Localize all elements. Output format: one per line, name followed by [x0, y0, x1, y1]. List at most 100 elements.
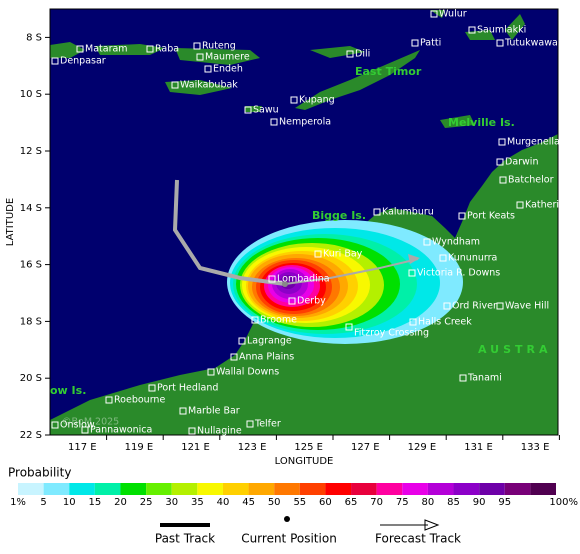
x-tick-label: 127 E	[351, 442, 380, 453]
legend-label: 70	[370, 497, 383, 508]
x-axis-label: LONGITUDE	[275, 456, 334, 467]
place-marker	[439, 254, 447, 262]
legend-label: 35	[191, 497, 204, 508]
legend-label: 15	[88, 497, 101, 508]
legend-swatch	[43, 483, 70, 495]
x-tick-label: 121 E	[181, 442, 210, 453]
place-label: Sawu	[253, 105, 279, 116]
place-label: Fitzroy Crossing	[354, 328, 429, 339]
place-label: Onslow	[60, 420, 95, 431]
y-tick-label: 18 S	[20, 316, 42, 327]
place-label: Katherine	[525, 200, 571, 211]
legend-label: 60	[319, 497, 332, 508]
place-marker	[498, 138, 506, 146]
place-label: Raba	[155, 44, 179, 55]
place-label: Marble Bar	[188, 406, 240, 417]
place-label: Halls Creek	[418, 317, 472, 328]
place-marker	[207, 368, 215, 376]
place-marker	[314, 250, 322, 258]
legend-label: 10	[63, 497, 76, 508]
place-marker	[459, 374, 467, 382]
place-label: Derby	[297, 296, 326, 307]
legend-label: 1%	[10, 497, 26, 508]
x-tick-label: 125 E	[294, 442, 323, 453]
place-marker	[288, 297, 296, 305]
x-tick-label: 129 E	[408, 442, 437, 453]
place-marker	[188, 427, 196, 435]
place-marker	[423, 238, 431, 246]
place-label: Tanami	[467, 373, 502, 384]
region-label: Bigge Is.	[312, 209, 366, 222]
past-track	[172, 179, 286, 286]
place-marker	[238, 337, 246, 345]
place-label: Lagrange	[247, 336, 292, 347]
place-label: Mataram	[85, 44, 128, 55]
key-label: Current Position	[241, 532, 337, 546]
place-label: Nemperola	[279, 117, 331, 128]
place-marker	[345, 323, 353, 331]
place-marker	[458, 212, 466, 220]
y-tick-label: 14 S	[20, 203, 42, 214]
legend-swatch	[146, 483, 172, 495]
legend-swatch	[325, 483, 352, 495]
place-marker	[373, 208, 381, 216]
place-label: Broome	[260, 315, 297, 326]
x-tick-label: 123 E	[238, 442, 267, 453]
place-label: Wallal Downs	[216, 367, 279, 378]
y-tick-label: 12 S	[20, 146, 42, 157]
place-marker	[268, 275, 276, 283]
place-label: Maumere	[205, 52, 250, 63]
legend-label: 85	[447, 497, 460, 508]
legend-swatch	[453, 483, 480, 495]
place-label: Endeh	[213, 64, 243, 75]
region-label: East Timor	[355, 65, 422, 78]
place-label: Darwin	[505, 157, 538, 168]
legend-label: 55	[293, 497, 306, 508]
place-marker	[204, 65, 212, 73]
place-marker	[51, 421, 59, 429]
place-marker	[81, 426, 89, 434]
place-label: Batchelor	[508, 175, 554, 186]
place-marker	[179, 407, 187, 415]
legend-swatch	[171, 483, 198, 495]
place-label: Port Keats	[467, 211, 515, 222]
place-marker	[270, 118, 278, 126]
y-tick-label: 20 S	[20, 373, 42, 384]
key-label: Past Track	[155, 532, 215, 546]
place-marker	[76, 45, 84, 53]
legend-label: 5	[40, 497, 46, 508]
region-label: Melville Is.	[448, 116, 515, 129]
place-marker	[244, 106, 252, 114]
place-marker	[148, 384, 156, 392]
map-frame	[49, 8, 559, 436]
place-label: Wyndham	[432, 237, 480, 248]
place-label: Lombadina	[277, 274, 330, 285]
probability-field	[227, 220, 463, 344]
legend-swatch	[402, 483, 428, 495]
place-label: Ord River	[452, 301, 497, 312]
place-marker	[196, 53, 204, 61]
place-marker	[105, 396, 113, 404]
x-tick-label: 133 E	[521, 442, 550, 453]
legend-label: 95	[498, 497, 511, 508]
place-label: Kalumburu	[382, 207, 434, 218]
region-label: ow Is.	[50, 384, 86, 397]
place-label: Saumlakki	[477, 25, 526, 36]
current-position	[282, 281, 288, 287]
legend-swatch	[427, 483, 454, 495]
place-marker	[346, 50, 354, 58]
key-forecast-arrow	[424, 519, 440, 531]
place-label: Wulur	[439, 9, 467, 20]
place-marker	[51, 57, 59, 65]
legend-swatch	[274, 483, 300, 495]
key-label: Forecast Track	[375, 532, 461, 546]
place-label: Port Hedland	[157, 383, 218, 394]
place-label: Patti	[420, 38, 441, 49]
place-label: Wave Hill	[505, 301, 549, 312]
place-label: Pannawonica	[90, 425, 152, 436]
place-label: Ruteng	[202, 41, 236, 52]
y-tick-label: 16 S	[20, 260, 42, 271]
legend-swatch	[197, 483, 223, 495]
legend-label: 80	[422, 497, 435, 508]
